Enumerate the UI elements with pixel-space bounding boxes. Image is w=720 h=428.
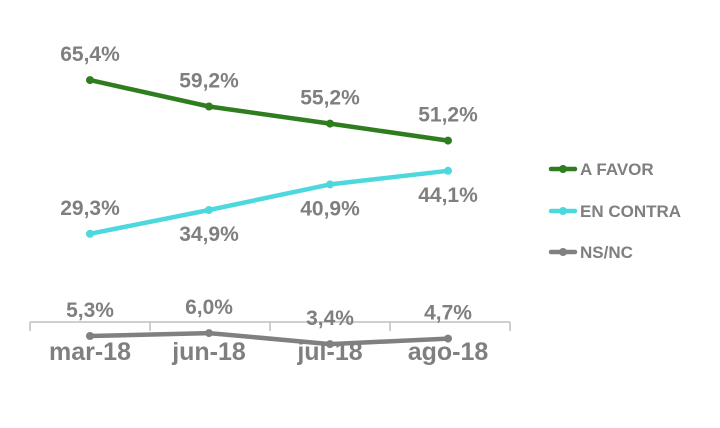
- x-tick-label: jun-18: [171, 338, 246, 366]
- x-axis: mar-18 jun-18 jul-18 ago-18: [29, 321, 511, 366]
- legend-label: EN CONTRA: [580, 202, 681, 221]
- data-point: [444, 136, 452, 145]
- legend-marker: [559, 248, 567, 256]
- legend-label: NS/NC: [580, 243, 633, 262]
- legend-label: A FAVOR: [580, 160, 654, 179]
- data-label: 29,3%: [60, 197, 120, 220]
- data-point: [326, 340, 334, 349]
- data-point: [205, 206, 213, 214]
- data-point: [444, 166, 452, 175]
- data-point: [205, 102, 213, 111]
- series-line: [87, 330, 451, 347]
- series-line: [87, 168, 451, 237]
- legend-item: A FAVOR: [548, 160, 654, 179]
- data-point: [86, 229, 94, 238]
- data-point: [86, 332, 94, 340]
- x-tick-label: mar-18: [49, 338, 131, 366]
- data-point: [326, 119, 334, 128]
- data-label: 4,7%: [424, 302, 472, 325]
- data-label: 6,0%: [185, 296, 233, 319]
- data-point: [205, 329, 213, 338]
- series-layer: 65,4% 59,2% 55,2% 51,2% 29,3% 34,9% 40,9% 44,1%…: [60, 43, 478, 349]
- series-line: [87, 77, 451, 143]
- data-point: [86, 76, 94, 85]
- data-label: 44,1%: [418, 184, 478, 207]
- series-ns-nc: 5,3% 6,0% 3,4% 4,7%: [66, 296, 472, 349]
- data-label: 5,3%: [66, 299, 114, 322]
- legend-marker: [559, 165, 567, 173]
- data-label: 40,9%: [300, 197, 360, 220]
- legend-item: EN CONTRA: [548, 202, 681, 221]
- legend-item: NS/NC: [548, 243, 633, 262]
- data-label: 65,4%: [60, 43, 120, 66]
- data-label: 51,2%: [418, 104, 478, 127]
- series-en-contra: 29,3% 34,9% 40,9% 44,1%: [60, 166, 478, 246]
- data-label: 59,2%: [179, 70, 239, 93]
- x-tick-label: ago-18: [408, 338, 489, 366]
- data-label: 55,2%: [300, 87, 360, 110]
- data-label: 34,9%: [179, 223, 239, 246]
- series-a-favor: 65,4% 59,2% 55,2% 51,2%: [60, 43, 478, 145]
- data-label: 3,4%: [306, 307, 354, 330]
- data-point: [326, 180, 334, 189]
- legend-marker: [559, 207, 567, 215]
- data-point: [444, 334, 452, 343]
- legend: A FAVOR EN CONTRA NS/NC: [548, 160, 681, 262]
